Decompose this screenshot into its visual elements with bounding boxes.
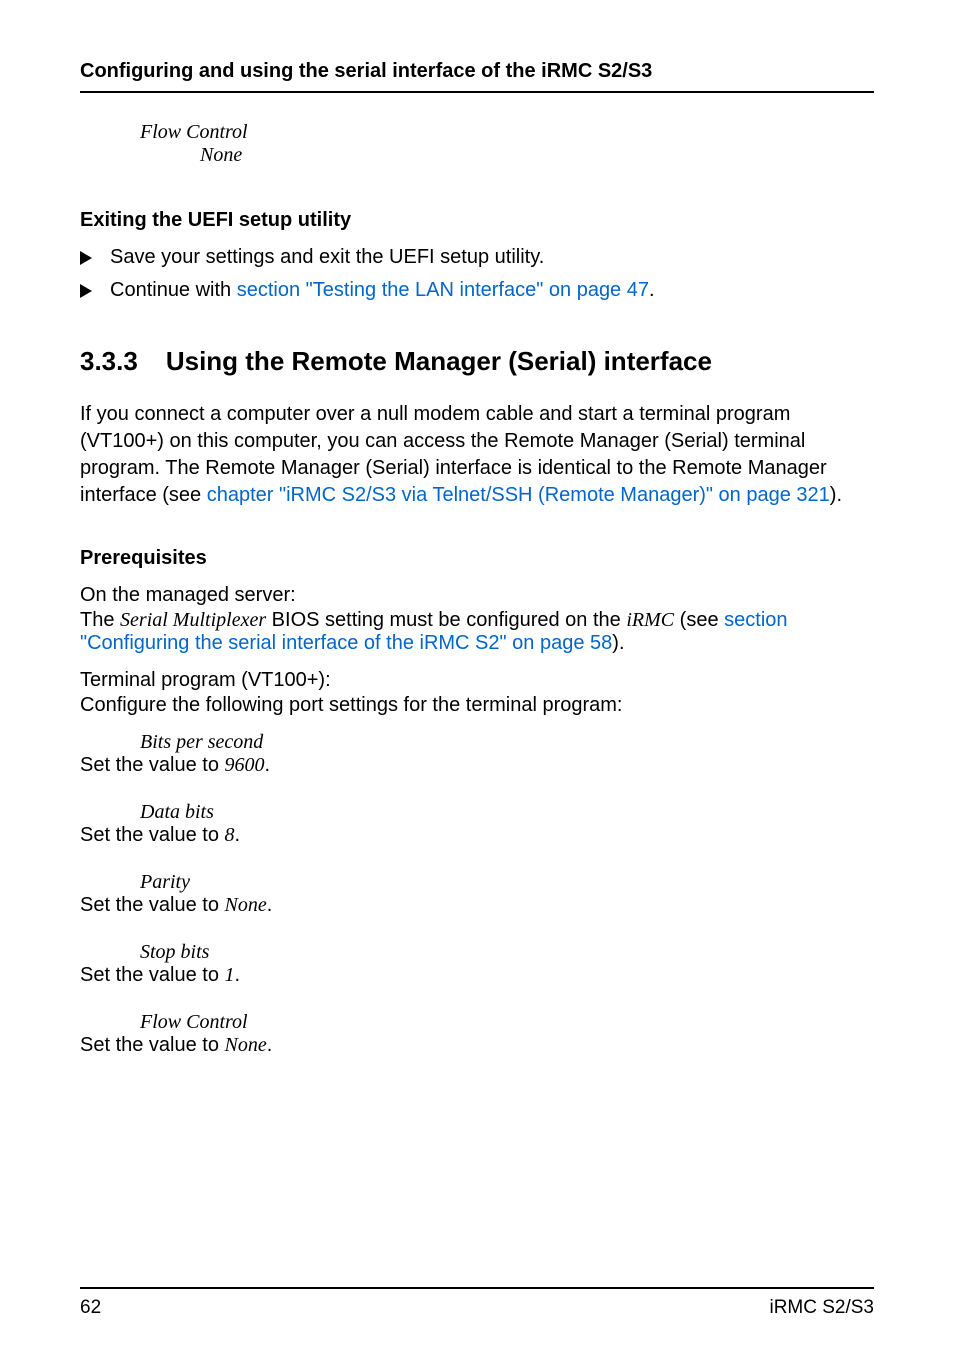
sb-pre: Set the value to bbox=[80, 964, 225, 986]
par-pre: Set the value to bbox=[80, 894, 225, 916]
sb-val: 1 bbox=[225, 964, 235, 986]
ms-end: ). bbox=[612, 632, 624, 654]
section-num: 3.3.3 bbox=[80, 346, 138, 377]
setting-flow-body: Set the value to None. bbox=[80, 1034, 874, 1057]
managed-server-label: On the managed server: bbox=[80, 584, 874, 607]
top-value: None bbox=[200, 144, 874, 167]
remote-manager-link[interactable]: chapter "iRMC S2/S3 via Telnet/SSH (Remo… bbox=[207, 484, 830, 506]
irmc-term: iRMC bbox=[626, 609, 674, 631]
ms-mid: BIOS setting must be configured on the bbox=[266, 609, 626, 631]
sb-post: . bbox=[235, 964, 241, 986]
exit-heading: Exiting the UEFI setup utility bbox=[80, 209, 874, 232]
footer-row: 62 iRMC S2/S3 bbox=[80, 1297, 874, 1319]
bullet-continue-text: Continue with section "Testing the LAN i… bbox=[110, 279, 655, 302]
terminal-label: Terminal program (VT100+): bbox=[80, 669, 874, 692]
head-rule bbox=[80, 91, 874, 93]
terminal-desc: Configure the following port settings fo… bbox=[80, 694, 874, 717]
setting-flow-term: Flow Control bbox=[140, 1011, 874, 1034]
fc-pre: Set the value to bbox=[80, 1034, 225, 1056]
setting-parity: Parity Set the value to None. bbox=[80, 871, 874, 931]
footer: 62 iRMC S2/S3 bbox=[80, 1267, 874, 1319]
bullet-save-text: Save your settings and exit the UEFI set… bbox=[110, 246, 544, 269]
prereq-heading: Prerequisites bbox=[80, 547, 874, 570]
top-flow-block: Flow Control None bbox=[80, 121, 874, 167]
top-term: Flow Control bbox=[140, 121, 874, 144]
setting-databits-body: Set the value to 8. bbox=[80, 824, 874, 847]
section-title: Using the Remote Manager (Serial) interf… bbox=[166, 346, 712, 377]
setting-databits: Data bits Set the value to 8. bbox=[80, 801, 874, 861]
bps-val: 9600 bbox=[225, 754, 265, 776]
bullet-continue-pre: Continue with bbox=[110, 279, 237, 301]
ms-post: (see bbox=[674, 609, 724, 631]
footer-right: iRMC S2/S3 bbox=[769, 1297, 874, 1319]
page: Configuring and using the serial interfa… bbox=[0, 0, 954, 1349]
setting-stopbits: Stop bits Set the value to 1. bbox=[80, 941, 874, 1001]
bullet-save: Save your settings and exit the UEFI set… bbox=[80, 246, 874, 269]
setting-parity-body: Set the value to None. bbox=[80, 894, 874, 917]
managed-server-body: The Serial Multiplexer BIOS setting must… bbox=[80, 609, 874, 655]
triangle-icon bbox=[80, 284, 92, 298]
intro-paragraph: If you connect a computer over a null mo… bbox=[80, 401, 874, 509]
ms-pre: The bbox=[80, 609, 120, 631]
setting-flow: Flow Control Set the value to None. bbox=[80, 1011, 874, 1071]
bullet-save-pre: Save your settings and exit the UEFI set… bbox=[110, 246, 544, 268]
serial-multiplexer: Serial Multiplexer bbox=[120, 609, 266, 631]
fc-val: None bbox=[225, 1034, 267, 1056]
setting-databits-term: Data bits bbox=[140, 801, 874, 824]
db-pre: Set the value to bbox=[80, 824, 225, 846]
running-head: Configuring and using the serial interfa… bbox=[80, 60, 874, 83]
fc-post: . bbox=[267, 1034, 273, 1056]
db-val: 8 bbox=[225, 824, 235, 846]
par-post: . bbox=[267, 894, 273, 916]
setting-stopbits-body: Set the value to 1. bbox=[80, 964, 874, 987]
par-val: None bbox=[225, 894, 267, 916]
footer-rule bbox=[80, 1287, 874, 1289]
lan-interface-link[interactable]: section "Testing the LAN interface" on p… bbox=[237, 279, 649, 301]
bps-pre: Set the value to bbox=[80, 754, 225, 776]
triangle-icon bbox=[80, 251, 92, 265]
page-number: 62 bbox=[80, 1297, 101, 1319]
bullet-continue-post: . bbox=[649, 279, 655, 301]
setting-stopbits-term: Stop bits bbox=[140, 941, 874, 964]
intro-post: ). bbox=[830, 484, 842, 506]
setting-parity-term: Parity bbox=[140, 871, 874, 894]
setting-bps: Bits per second Set the value to 9600. bbox=[80, 731, 874, 791]
section-heading: 3.3.3 Using the Remote Manager (Serial) … bbox=[80, 346, 874, 377]
setting-bps-term: Bits per second bbox=[140, 731, 874, 754]
bps-post: . bbox=[265, 754, 271, 776]
bullet-continue: Continue with section "Testing the LAN i… bbox=[80, 279, 874, 302]
setting-bps-body: Set the value to 9600. bbox=[80, 754, 874, 777]
db-post: . bbox=[235, 824, 241, 846]
